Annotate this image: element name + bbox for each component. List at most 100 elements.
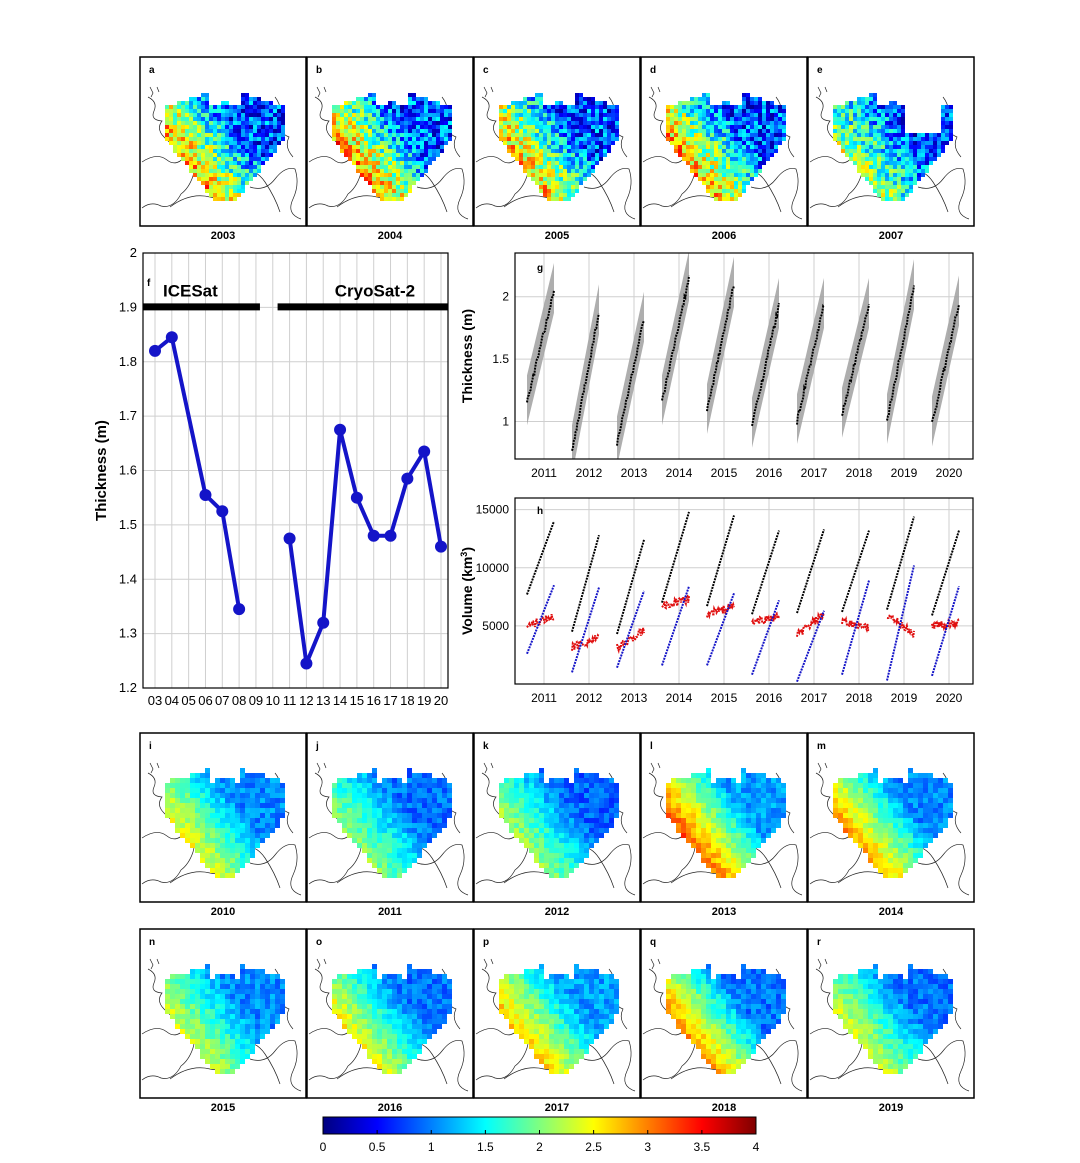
ice-cell [559, 823, 564, 828]
ice-cell [893, 868, 898, 873]
ice-cell [213, 181, 217, 185]
ice-cell [595, 121, 599, 125]
ice-cell [869, 117, 873, 121]
ice-cell [756, 778, 761, 783]
ice-cell [249, 121, 253, 125]
ice-cell [741, 793, 746, 798]
ice-cell [873, 848, 878, 853]
ice-cell [402, 843, 407, 848]
ice-cell [758, 149, 762, 153]
ice-cell [175, 783, 180, 788]
ice-cell [575, 177, 579, 181]
ice-cell [170, 803, 175, 808]
ice-cell [524, 803, 529, 808]
ice-cell [897, 121, 901, 125]
ice-cell [392, 145, 396, 149]
ice-cell [175, 813, 180, 818]
ice-cell [205, 113, 209, 117]
ice-cell [372, 773, 377, 778]
ice-cell [519, 113, 523, 117]
ice-cell [928, 813, 933, 818]
ice-cell [865, 105, 869, 109]
ice-cell [230, 1034, 235, 1039]
ice-cell [865, 145, 869, 149]
panel-letter: a [149, 65, 155, 76]
ice-cell [702, 113, 706, 117]
ice-cell [579, 137, 583, 141]
ice-cell [702, 153, 706, 157]
ice-cell [448, 137, 452, 141]
ice-cell [742, 101, 746, 105]
ice-cell [380, 197, 384, 201]
ice-cell [177, 121, 181, 125]
ice-cell [726, 843, 731, 848]
ice-cell [527, 121, 531, 125]
ice-cell [200, 974, 205, 979]
ice-cell [776, 823, 781, 828]
ice-cell [694, 137, 698, 141]
ice-cell [888, 793, 893, 798]
ice-cell [547, 165, 551, 169]
ice-cell [861, 105, 865, 109]
ice-cell [215, 1054, 220, 1059]
ice-cell [422, 833, 427, 838]
ice-cell [225, 1024, 230, 1029]
ice-cell [392, 161, 396, 165]
ice-cell [923, 843, 928, 848]
ice-cell [918, 823, 923, 828]
map-frame [473, 56, 641, 227]
ice-cell [754, 121, 758, 125]
coast-segment [583, 844, 636, 896]
ice-cell [397, 813, 402, 818]
ice-cell [563, 109, 567, 113]
ice-cell [210, 828, 215, 833]
ice-cell [897, 157, 901, 161]
ice-cell [185, 1004, 190, 1009]
ice-cell [388, 145, 392, 149]
ice-cell [424, 133, 428, 137]
ice-cell [407, 773, 412, 778]
ice-cell [722, 161, 726, 165]
ice-cell [275, 778, 280, 783]
ice-cell [731, 843, 736, 848]
ice-cell [881, 153, 885, 157]
ice-cell [730, 165, 734, 169]
ice-cell [215, 858, 220, 863]
ice-cell [388, 153, 392, 157]
ice-cell [714, 109, 718, 113]
ice-cell [604, 778, 609, 783]
ice-cell [377, 808, 382, 813]
ice-cell [928, 833, 933, 838]
ice-cell [714, 141, 718, 145]
ice-cell [515, 133, 519, 137]
ice-cell [257, 129, 261, 133]
ice-cell [352, 157, 356, 161]
ice-cell [929, 141, 933, 145]
ice-cell [432, 803, 437, 808]
ice-cell [265, 813, 270, 818]
ice-cell [746, 833, 751, 838]
ice-cell [579, 117, 583, 121]
ice-cell [766, 109, 770, 113]
ice-cell [766, 803, 771, 808]
ice-cell [205, 93, 209, 97]
ice-cell [878, 793, 883, 798]
ice-cell [201, 93, 205, 97]
ice-cell [873, 858, 878, 863]
ice-cell [336, 105, 340, 109]
ice-cell [551, 121, 555, 125]
ice-cell [917, 133, 921, 137]
ice-cell [225, 793, 230, 798]
ice-cell [761, 788, 766, 793]
ice-cell [217, 105, 221, 109]
ice-cell [205, 133, 209, 137]
ice-cell [523, 121, 527, 125]
ice-cell [527, 141, 531, 145]
ice-cell [750, 141, 754, 145]
ice-cell [873, 153, 877, 157]
ice-cell [770, 125, 774, 129]
ice-cell [215, 1049, 220, 1054]
ice-cell [213, 169, 217, 173]
ice-cell [245, 141, 249, 145]
